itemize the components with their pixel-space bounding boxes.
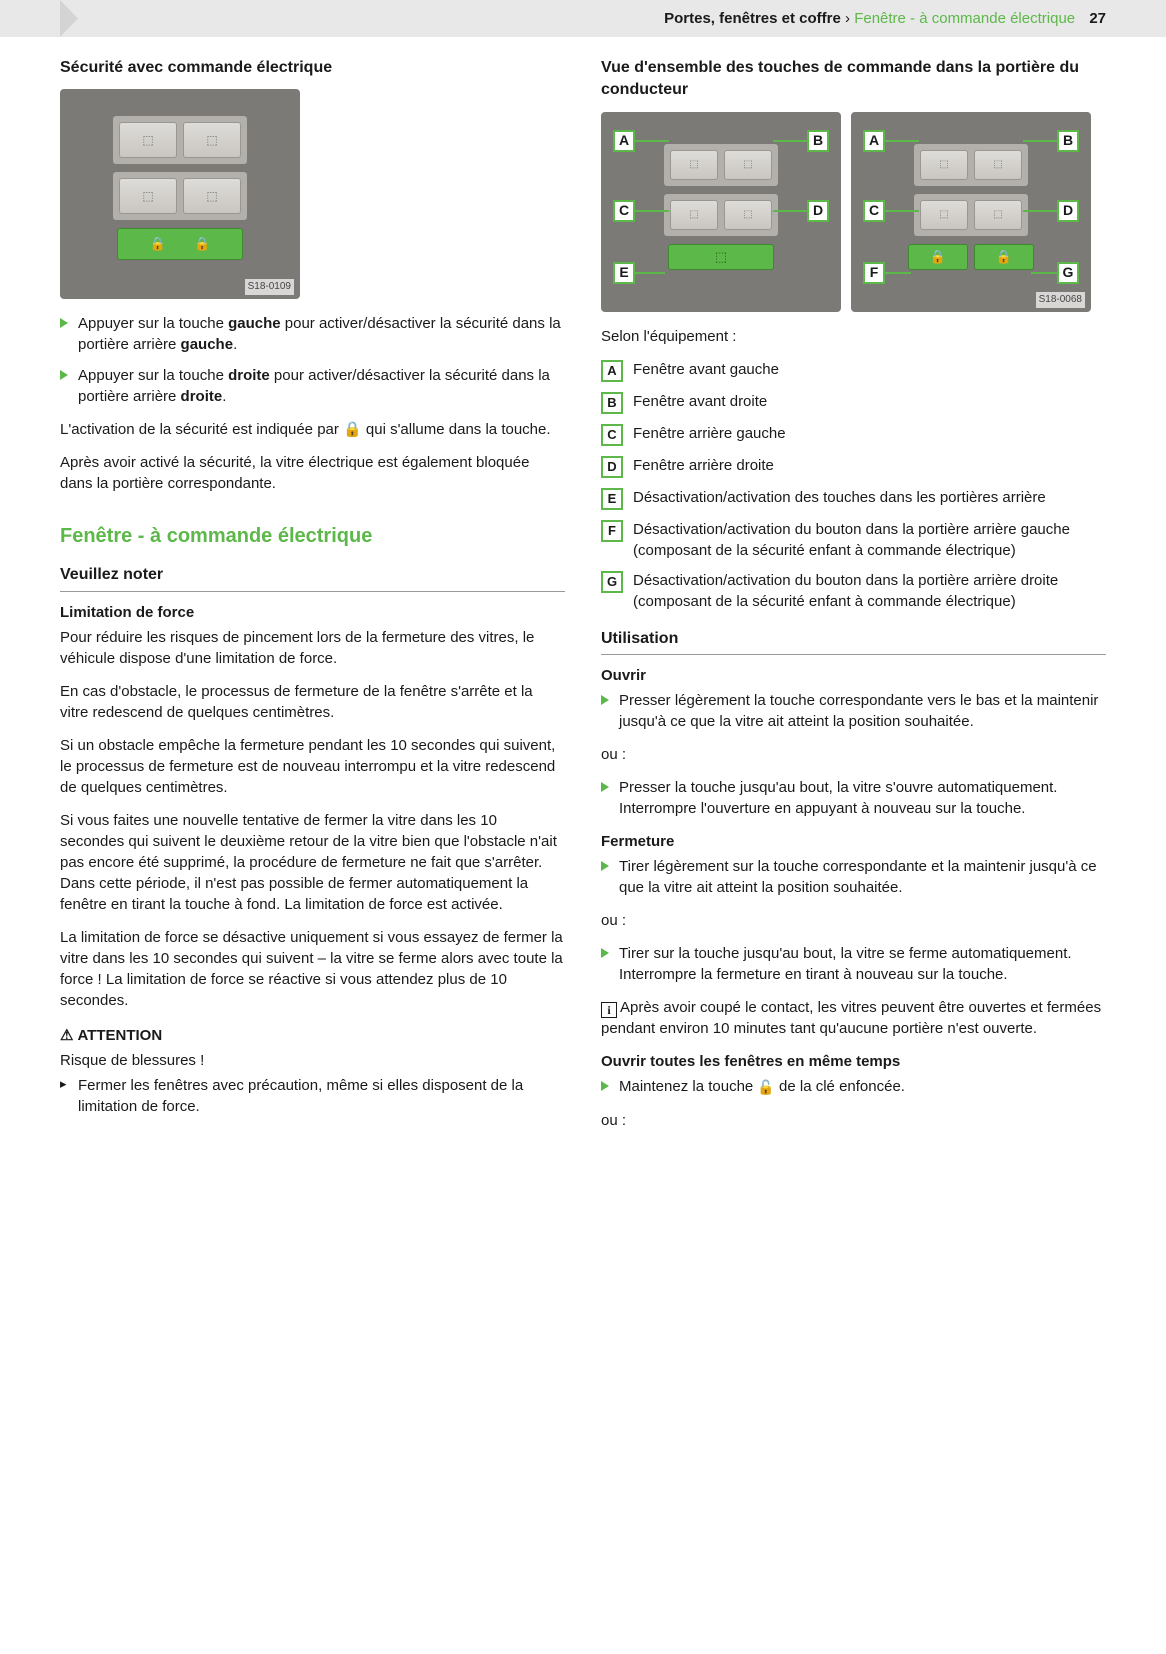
list-item: Tirer légèrement sur la touche correspon…	[601, 856, 1106, 898]
figure-code: S18-0068	[1036, 292, 1085, 308]
subheading-open: Ouvrir	[601, 665, 1106, 686]
heading-security: Sécurité avec commande électrique	[60, 57, 565, 79]
subheading-usage: Utilisation	[601, 628, 1106, 655]
window-switch-icon: ⬚	[974, 200, 1022, 230]
figure-label-g: G	[1057, 262, 1079, 284]
figure-label-e: E	[613, 262, 635, 284]
figure-label-d: D	[807, 200, 829, 222]
legend-box-d: D	[601, 456, 623, 478]
switch-block-top: ⬚ ⬚	[113, 116, 247, 164]
risk-text: Risque de blessures !	[60, 1050, 565, 1071]
legend-text: Fenêtre arrière droite	[633, 455, 1106, 476]
window-switch-icon: ⬚	[670, 150, 718, 180]
window-switch-icon: ⬚	[724, 150, 772, 180]
paragraph: La limitation de force se désactive uniq…	[60, 927, 565, 1011]
lock-icon: 🔒	[930, 248, 946, 266]
window-switch-icon: ⬚	[119, 178, 177, 214]
window-switch-icon: ⬚	[974, 150, 1022, 180]
legend-box-c: C	[601, 424, 623, 446]
page-header: Portes, fenêtres et coffre › Fenêtre - à…	[0, 0, 1166, 37]
attention-heading: ⚠ATTENTION	[60, 1025, 565, 1046]
window-switch-icon: ⬚	[183, 122, 241, 158]
list-item: Appuyer sur la touche gauche pour active…	[60, 313, 565, 355]
switch-block-bottom: ⬚ ⬚	[113, 172, 247, 220]
paragraph: Pour réduire les risques de pincement lo…	[60, 627, 565, 669]
legend-box-a: A	[601, 360, 623, 382]
paragraph: ou :	[601, 1110, 1106, 1131]
subheading-force-limit: Limitation de force	[60, 602, 565, 623]
breadcrumb-main: Portes, fenêtres et coffre	[664, 10, 841, 27]
list-item: Appuyer sur la touche droite pour active…	[60, 365, 565, 407]
list-item: Maintenez la touche 🔓 de la clé enfoncée…	[601, 1076, 1106, 1098]
list-item: Presser la touche jusqu'au bout, la vitr…	[601, 777, 1106, 819]
legend-text: Fenêtre avant droite	[633, 391, 1106, 412]
window-switch-icon: ⬚	[920, 150, 968, 180]
warning-icon: ⚠	[60, 1027, 73, 1044]
heading-overview: Vue d'ensemble des touches de commande d…	[601, 57, 1106, 102]
info-paragraph: iAprès avoir coupé le contact, les vitre…	[601, 997, 1106, 1039]
unlock-icon: 🔓	[757, 1078, 774, 1098]
figure-label-c: C	[863, 200, 885, 222]
list-item: Tirer sur la touche jusqu'au bout, la vi…	[601, 943, 1106, 985]
legend-box-b: B	[601, 392, 623, 414]
paragraph: Après avoir activé la sécurité, la vitre…	[60, 452, 565, 494]
legend-text: Fenêtre avant gauche	[633, 359, 1106, 380]
figure-label-a: A	[863, 130, 885, 152]
breadcrumb-sub: Fenêtre - à commande électrique	[854, 10, 1075, 27]
window-switch-icon: ⬚	[724, 200, 772, 230]
safety-button-single: ⬚	[668, 244, 774, 270]
legend-box-f: F	[601, 520, 623, 542]
right-column: Vue d'ensemble des touches de commande d…	[601, 57, 1106, 1143]
subheading-note: Veuillez noter	[60, 564, 565, 591]
heading-window-electric: Fenêtre - à commande électrique	[60, 522, 565, 550]
legend-text: Désactivation/activation du bouton dans …	[633, 519, 1106, 561]
legend-box-e: E	[601, 488, 623, 510]
window-switch-icon: ⬚	[119, 122, 177, 158]
figure-label-c: C	[613, 200, 635, 222]
paragraph: L'activation de la sécurité est indiquée…	[60, 419, 565, 440]
paragraph: Selon l'équipement :	[601, 326, 1106, 347]
legend-box-g: G	[601, 571, 623, 593]
paragraph: En cas d'obstacle, le processus de ferme…	[60, 681, 565, 723]
legend-text: Fenêtre arrière gauche	[633, 423, 1106, 444]
legend-text: Désactivation/activation des touches dan…	[633, 487, 1106, 508]
safety-button-left: 🔒	[908, 244, 968, 270]
list-item: Fermer les fenêtres avec précaution, mêm…	[60, 1075, 565, 1117]
safety-button-right: 🔒	[974, 244, 1034, 270]
subheading-open-all: Ouvrir toutes les fenêtres en même temps	[601, 1051, 1106, 1072]
figure-label-d: D	[1057, 200, 1079, 222]
lock-icon: ⬚	[715, 248, 727, 266]
figure-safety-switch: ⬚ ⬚ ⬚ ⬚ 🔒 🔒 S18-0109	[60, 89, 300, 299]
subheading-close: Fermeture	[601, 831, 1106, 852]
paragraph: ou :	[601, 744, 1106, 765]
window-switch-icon: ⬚	[670, 200, 718, 230]
list-item: Presser légèrement la touche corresponda…	[601, 690, 1106, 732]
left-column: Sécurité avec commande électrique ⬚ ⬚ ⬚ …	[60, 57, 565, 1143]
window-switch-icon: ⬚	[920, 200, 968, 230]
figure-driver-door-left: ⬚ ⬚ ⬚ ⬚ ⬚ A B C D	[601, 112, 841, 312]
lock-icon: 🔒	[996, 248, 1012, 266]
figure-pair-controls: ⬚ ⬚ ⬚ ⬚ ⬚ A B C D	[601, 112, 1106, 312]
figure-driver-door-right: ⬚ ⬚ ⬚ ⬚ 🔒 🔒 A B C D	[851, 112, 1091, 312]
paragraph: Si un obstacle empêche la fermeture pend…	[60, 735, 565, 798]
paragraph: Si vous faites une nouvelle tentative de…	[60, 810, 565, 915]
safety-lock-button: 🔒 🔒	[117, 228, 243, 260]
figure-label-b: B	[1057, 130, 1079, 152]
info-icon: i	[601, 1002, 617, 1018]
lock-icon: 🔒	[194, 235, 210, 253]
figure-label-b: B	[807, 130, 829, 152]
figure-code: S18-0109	[245, 279, 294, 295]
lock-icon: 🔒	[150, 235, 166, 253]
figure-label-a: A	[613, 130, 635, 152]
page-number: 27	[1089, 10, 1106, 27]
paragraph: ou :	[601, 910, 1106, 931]
figure-label-f: F	[863, 262, 885, 284]
legend-text: Désactivation/activation du bouton dans …	[633, 570, 1106, 612]
window-switch-icon: ⬚	[183, 178, 241, 214]
